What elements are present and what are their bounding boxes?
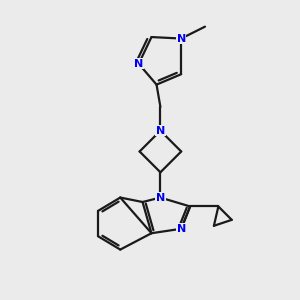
- Text: N: N: [156, 193, 165, 202]
- Text: N: N: [177, 224, 186, 234]
- Text: N: N: [134, 59, 143, 69]
- Text: N: N: [177, 34, 186, 44]
- Text: N: N: [156, 126, 165, 136]
